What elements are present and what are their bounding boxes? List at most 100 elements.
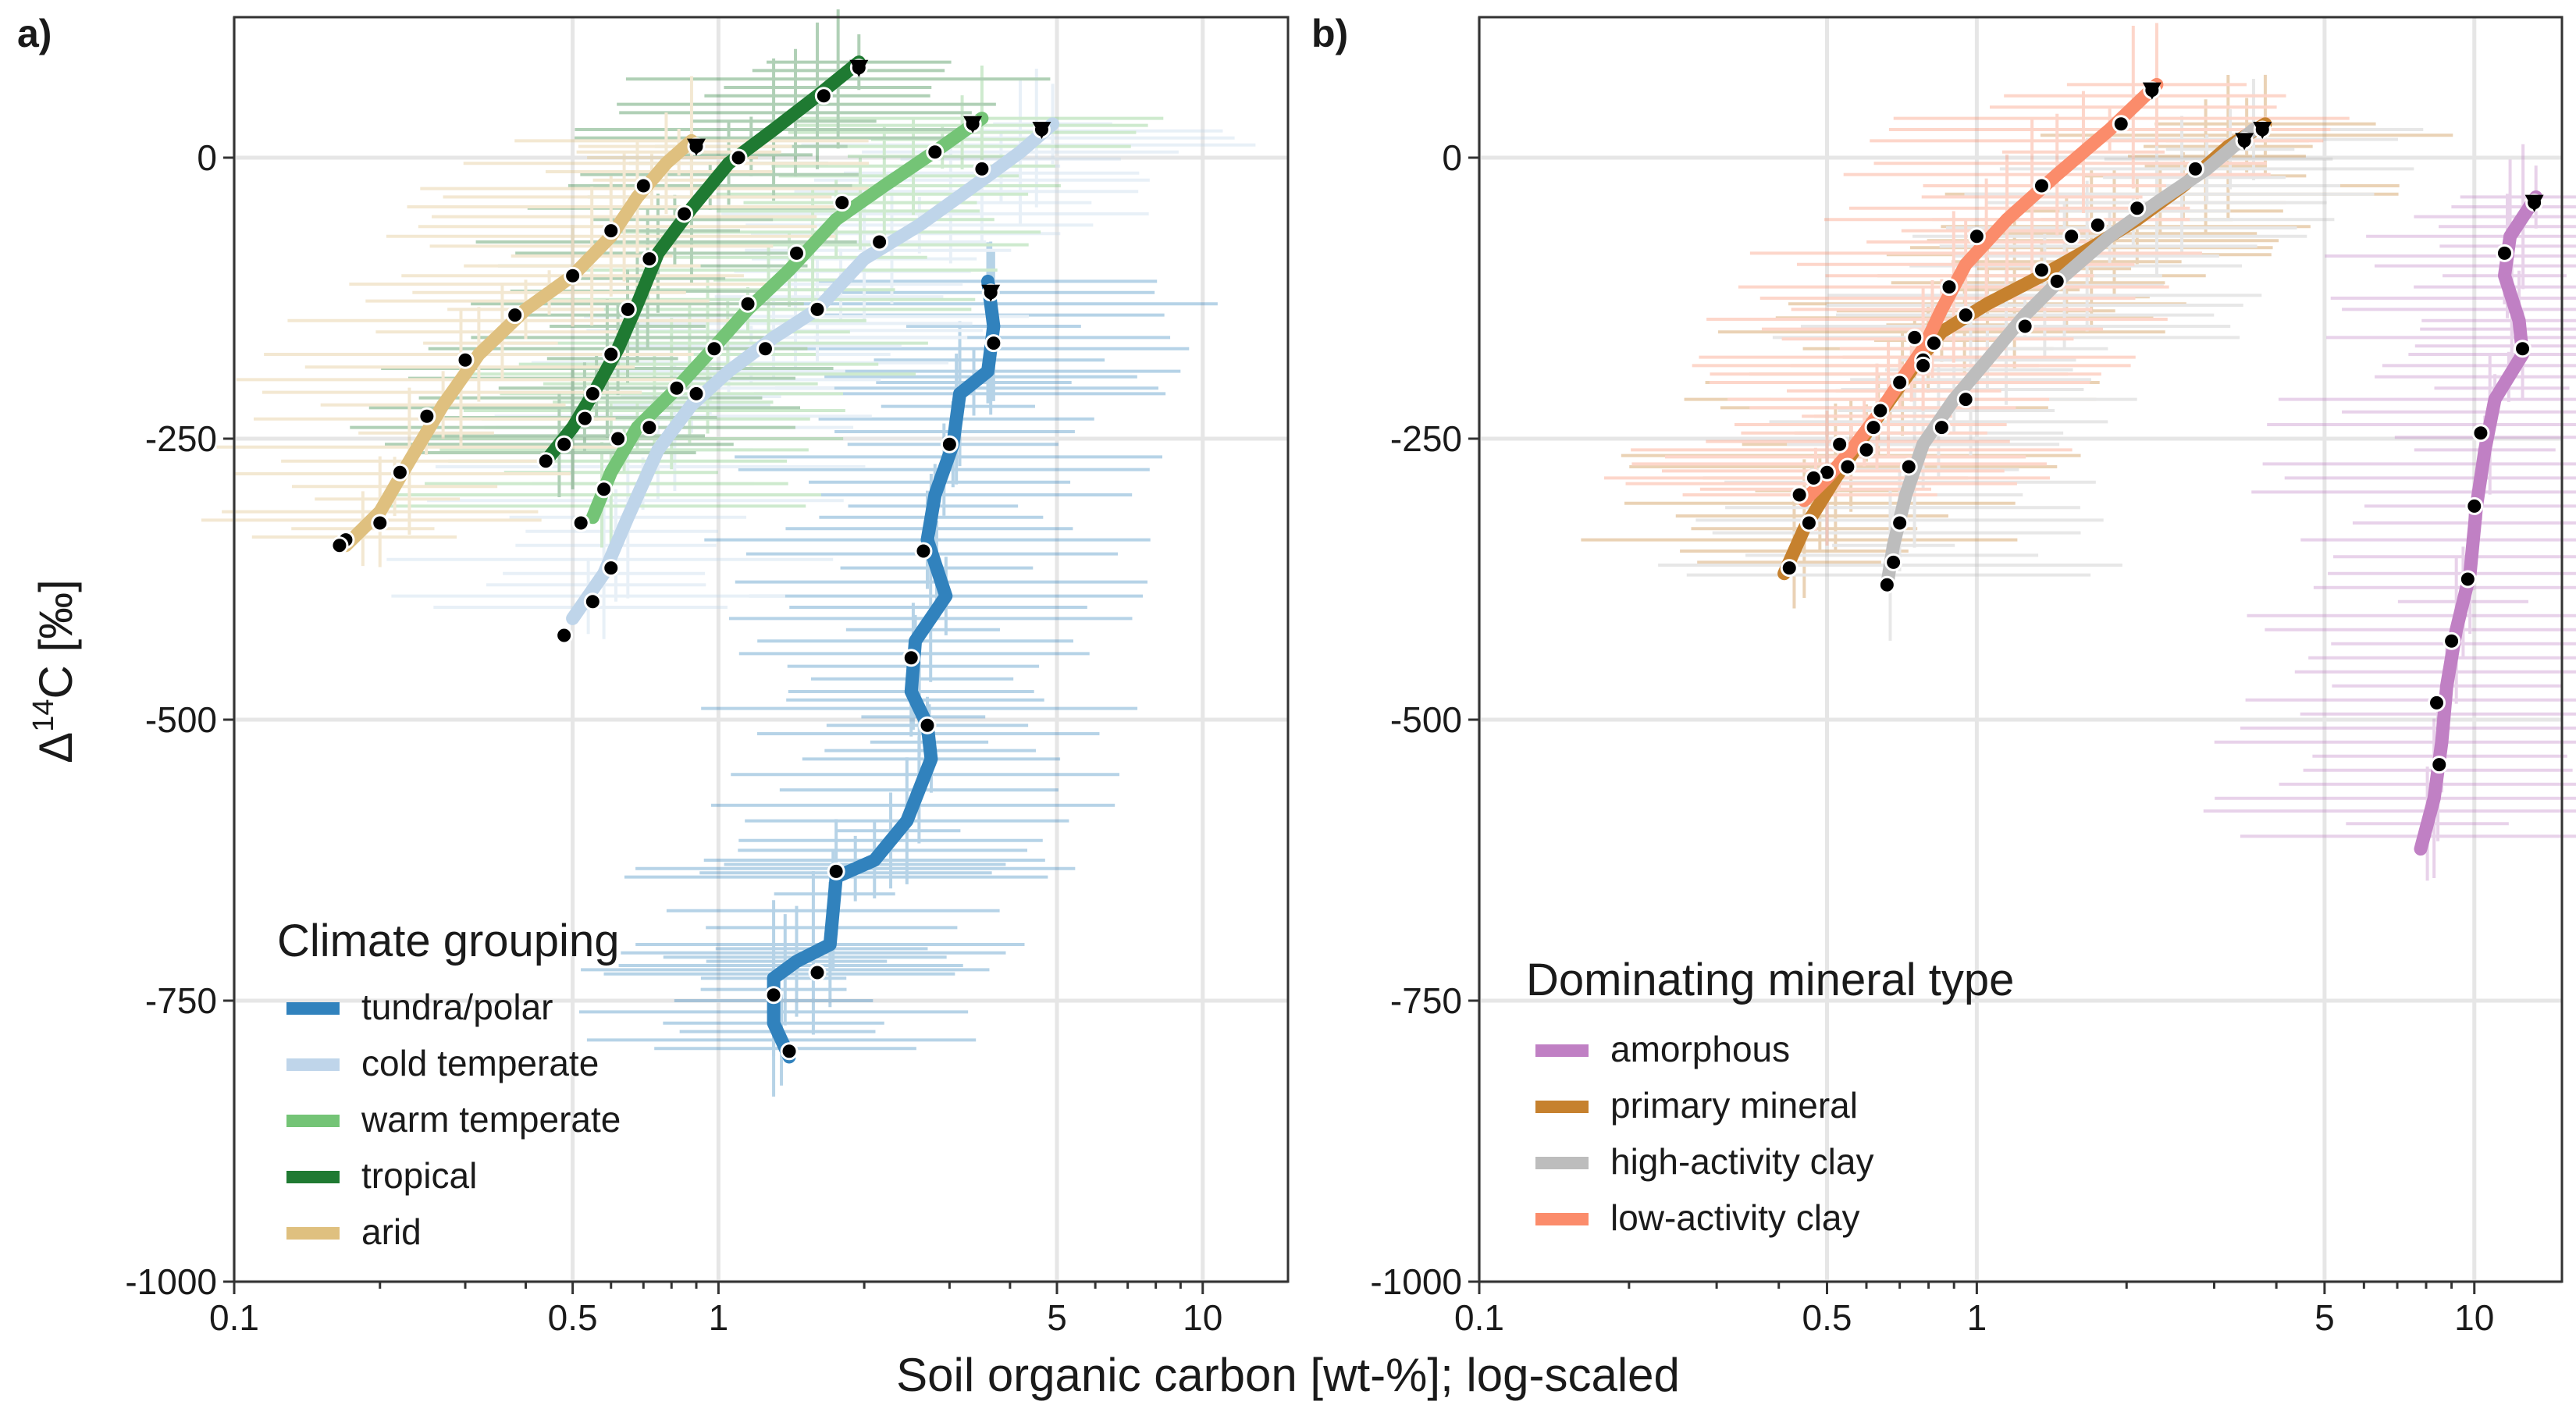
data-point xyxy=(330,536,349,555)
data-point xyxy=(2458,570,2477,589)
data-point xyxy=(602,559,621,578)
data-point xyxy=(571,514,590,532)
data-point xyxy=(2032,176,2051,195)
x-tick-label: 1 xyxy=(1967,1297,1987,1338)
data-point xyxy=(1804,468,1823,487)
y-tick-label: -750 xyxy=(1390,980,1462,1021)
data-point xyxy=(609,429,628,448)
data-point xyxy=(2048,272,2066,290)
data-point xyxy=(564,266,582,285)
plot-frame xyxy=(233,16,1290,1283)
legend-label-tundra-polar: tundra/polar xyxy=(361,987,553,1027)
data-point xyxy=(1838,457,1857,476)
data-point xyxy=(808,963,827,982)
data-point xyxy=(583,384,602,403)
x-axis: 0.1 0.5 1 5 10 xyxy=(1454,1282,2494,1338)
data-point xyxy=(808,300,827,318)
legend: Climate grouping tundra/polar cold tempera… xyxy=(277,916,621,1252)
series-points-arid xyxy=(330,137,706,555)
series-line-tundra-polar xyxy=(767,274,1001,1064)
data-point xyxy=(1857,440,1876,459)
data-point xyxy=(2112,115,2130,133)
data-point xyxy=(984,334,1003,353)
data-point xyxy=(536,452,555,471)
data-point xyxy=(583,592,602,611)
data-point xyxy=(738,294,757,313)
series-points-tundra-polar xyxy=(764,283,1003,1061)
data-point xyxy=(2016,317,2034,336)
x-tick-label: 10 xyxy=(1183,1297,1222,1338)
data-point xyxy=(456,350,475,369)
x-tick-label: 5 xyxy=(2314,1297,2335,1338)
legend: Dominating mineral type amorphous primary … xyxy=(1526,955,2014,1238)
data-point xyxy=(1790,486,1809,504)
data-point xyxy=(827,862,845,880)
data-point xyxy=(418,407,436,425)
legend-label-amorphous: amorphous xyxy=(1610,1029,1790,1069)
x-axis: 0.1 0.5 1 5 10 xyxy=(209,1282,1222,1338)
y-axis: 0 -250 -500 -750 -1000 xyxy=(125,137,234,1302)
data-point xyxy=(2514,340,2532,358)
x-axis-title: Soil organic carbon [wt-%]; log-scaled xyxy=(896,1349,1680,1401)
x-tick-label: 5 xyxy=(1047,1297,1067,1338)
data-point xyxy=(1831,435,1849,454)
y-tick-label: -500 xyxy=(145,699,217,740)
legend-label-cold-temperate: cold temperate xyxy=(361,1043,599,1083)
series-points-tropical xyxy=(536,59,868,471)
data-point xyxy=(2128,199,2147,218)
data-point xyxy=(1924,334,1943,353)
data-point xyxy=(1940,278,1959,297)
data-point xyxy=(2430,756,2449,774)
series-line-cold-temperate xyxy=(566,117,1060,625)
x-tick-label: 1 xyxy=(709,1297,729,1338)
end-marker-triangle xyxy=(2524,194,2544,212)
end-marker-triangle xyxy=(2142,82,2161,100)
data-point xyxy=(940,435,959,454)
data-point xyxy=(371,514,390,532)
y-tick-label: -750 xyxy=(145,980,217,1021)
data-point xyxy=(1932,418,1951,437)
data-point xyxy=(729,148,748,167)
data-point xyxy=(634,176,653,195)
x-tick-label: 0.1 xyxy=(1454,1297,1504,1338)
y-tick-label: -500 xyxy=(1390,699,1462,740)
end-marker-triangle xyxy=(981,284,1001,302)
x-tick-label: 0.1 xyxy=(209,1297,259,1338)
data-point xyxy=(2427,693,2446,712)
data-point xyxy=(1799,514,1818,532)
series-line-high-activity-clay xyxy=(1880,123,2261,592)
y-axis-title-suffix: C [‰] xyxy=(30,579,82,699)
data-point xyxy=(667,379,686,397)
data-point xyxy=(390,463,409,482)
y-tick-label: -1000 xyxy=(125,1261,217,1302)
y-axis-title-prefix: Δ xyxy=(30,732,82,763)
data-point xyxy=(2465,496,2484,515)
data-point xyxy=(780,1042,799,1061)
data-point xyxy=(902,649,920,667)
data-point xyxy=(506,306,525,325)
y-tick-label: 0 xyxy=(1442,137,1462,178)
data-point xyxy=(1877,575,1896,594)
series-line-amorphous xyxy=(2414,190,2543,856)
data-point xyxy=(602,222,621,240)
data-point xyxy=(2088,215,2107,234)
legend-title: Dominating mineral type xyxy=(1526,955,2014,1005)
legend-label-arid: arid xyxy=(361,1211,422,1252)
data-point xyxy=(756,340,774,358)
data-point xyxy=(2032,261,2051,279)
data-point xyxy=(1956,306,1975,325)
data-point xyxy=(1956,390,1975,409)
data-point xyxy=(595,480,614,499)
y-tick-label: -1000 xyxy=(1370,1261,1462,1302)
y-tick-label: -250 xyxy=(1390,418,1462,459)
data-point xyxy=(1899,457,1918,476)
data-point xyxy=(705,340,724,358)
data-point xyxy=(2062,227,2081,246)
data-point xyxy=(914,542,933,560)
y-axis-title: Δ14C [‰] xyxy=(27,579,82,763)
data-point xyxy=(1884,553,1903,571)
end-marker-triangle xyxy=(2235,133,2254,151)
y-axis: 0 -250 -500 -750 -1000 xyxy=(1370,137,1479,1302)
